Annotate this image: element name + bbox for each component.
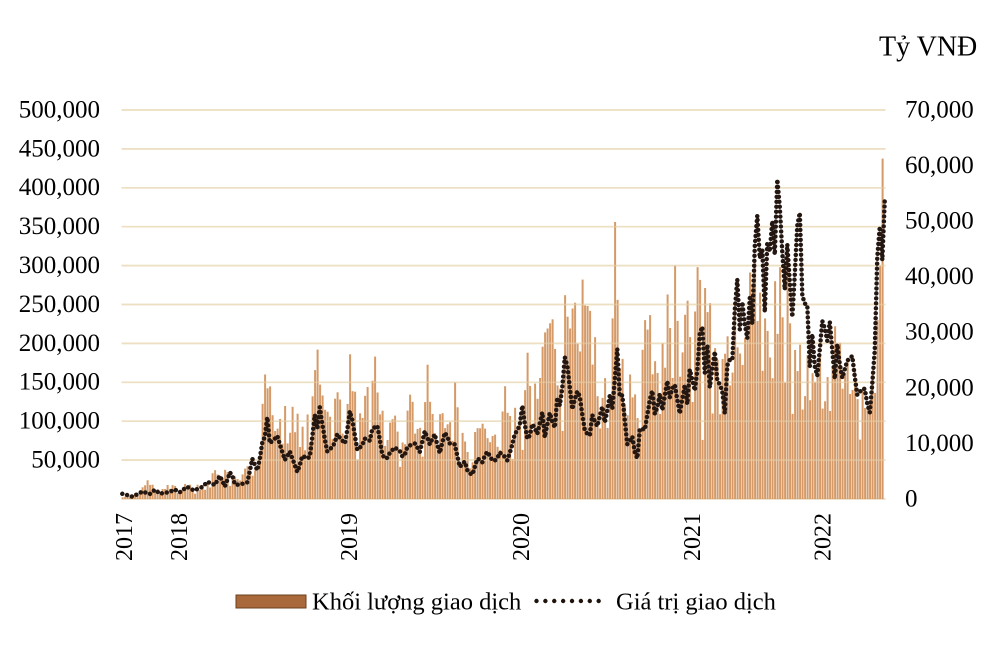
svg-text:250,000: 250,000 [19, 291, 100, 318]
svg-text:30,000: 30,000 [905, 319, 974, 346]
svg-text:20,000: 20,000 [905, 374, 974, 401]
svg-text:150,000: 150,000 [19, 369, 100, 396]
svg-text:0: 0 [905, 485, 918, 512]
svg-text:2021: 2021 [680, 513, 706, 561]
svg-text:Giá trị giao dịch: Giá trị giao dịch [616, 589, 776, 616]
svg-text:2017: 2017 [112, 513, 138, 561]
svg-text:450,000: 450,000 [19, 135, 100, 162]
svg-text:100,000: 100,000 [19, 408, 100, 435]
svg-text:Tỷ VNĐ: Tỷ VNĐ [879, 32, 977, 63]
svg-text:2022: 2022 [811, 513, 837, 561]
svg-text:200,000: 200,000 [19, 330, 100, 357]
svg-text:60,000: 60,000 [905, 152, 974, 179]
svg-text:500,000: 500,000 [19, 96, 100, 123]
svg-text:Khối lượng giao dịch: Khối lượng giao dịch [312, 589, 521, 616]
svg-text:350,000: 350,000 [19, 213, 100, 240]
svg-text:2020: 2020 [509, 513, 535, 561]
svg-text:400,000: 400,000 [19, 174, 100, 201]
svg-text:70,000: 70,000 [905, 96, 974, 123]
svg-text:300,000: 300,000 [19, 252, 100, 279]
svg-text:10,000: 10,000 [905, 430, 974, 457]
svg-text:50,000: 50,000 [31, 447, 100, 474]
svg-text:2018: 2018 [167, 513, 193, 561]
svg-text:40,000: 40,000 [905, 263, 974, 290]
svg-text:50,000: 50,000 [905, 208, 974, 235]
svg-text:2019: 2019 [337, 513, 363, 561]
